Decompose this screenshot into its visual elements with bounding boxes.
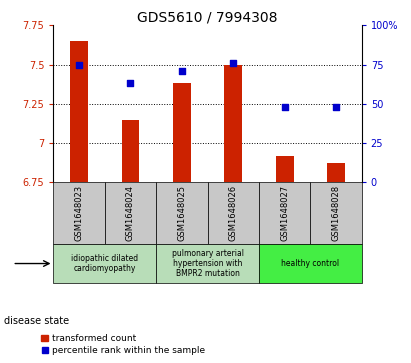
Text: GSM1648024: GSM1648024	[126, 185, 135, 241]
Point	[178, 68, 185, 74]
Text: GSM1648027: GSM1648027	[280, 185, 289, 241]
Text: healthy control: healthy control	[281, 259, 339, 268]
Point	[281, 104, 288, 110]
FancyBboxPatch shape	[259, 244, 362, 283]
Point	[230, 60, 237, 66]
Bar	[276, 156, 293, 182]
Bar	[224, 65, 242, 182]
Text: GSM1648026: GSM1648026	[229, 185, 238, 241]
Text: GSM1648023: GSM1648023	[75, 185, 83, 241]
Legend: transformed count, percentile rank within the sample: transformed count, percentile rank withi…	[37, 331, 208, 359]
Point	[76, 62, 82, 68]
Text: GSM1648025: GSM1648025	[178, 185, 186, 241]
Bar	[122, 119, 139, 182]
Bar	[173, 83, 191, 182]
Text: idiopathic dilated
cardiomyopathy: idiopathic dilated cardiomyopathy	[71, 254, 139, 273]
Text: GSM1648028: GSM1648028	[332, 185, 340, 241]
Bar	[327, 163, 345, 182]
FancyBboxPatch shape	[310, 182, 362, 244]
Text: disease state: disease state	[4, 316, 69, 326]
FancyBboxPatch shape	[156, 182, 208, 244]
Text: pulmonary arterial
hypertension with
BMPR2 mutation: pulmonary arterial hypertension with BMP…	[171, 249, 244, 278]
FancyBboxPatch shape	[208, 182, 259, 244]
Bar	[70, 41, 88, 182]
Point	[333, 104, 339, 110]
FancyBboxPatch shape	[53, 182, 105, 244]
FancyBboxPatch shape	[53, 244, 156, 283]
Title: GDS5610 / 7994308: GDS5610 / 7994308	[137, 10, 278, 24]
FancyBboxPatch shape	[156, 244, 259, 283]
FancyBboxPatch shape	[259, 182, 310, 244]
Point	[127, 81, 134, 86]
FancyBboxPatch shape	[105, 182, 156, 244]
